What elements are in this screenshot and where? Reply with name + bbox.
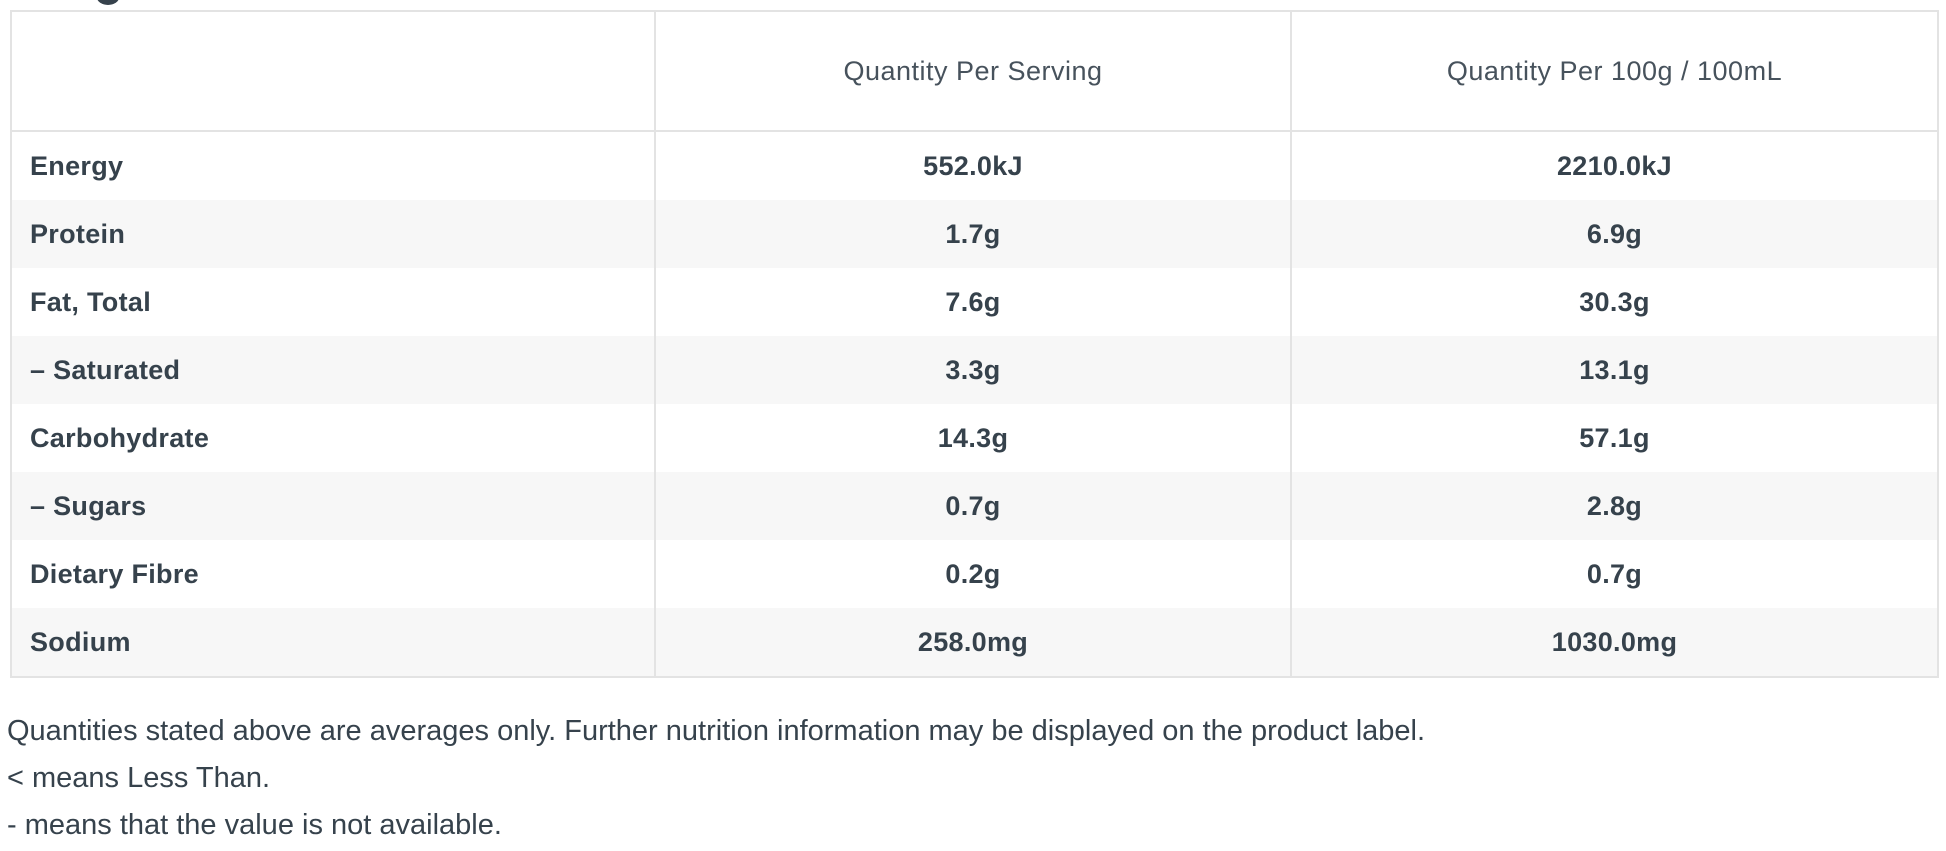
nutrient-label: – Saturated (30, 354, 181, 385)
per-100g-value: 30.3g (1290, 268, 1938, 336)
per-100g-value: 13.1g (1290, 336, 1938, 404)
per-100g-value: 2.8g (1290, 472, 1938, 540)
footnote-less-than: < means Less Than. (7, 762, 271, 794)
nutrient-label: Energy (30, 150, 124, 181)
table-row-carbohydrate: Carbohydrate 14.3g 57.1g (11, 404, 1938, 472)
nutrient-label: Dietary Fibre (30, 558, 199, 589)
header-per-100g: Quantity Per 100g / 100mL (1290, 11, 1938, 132)
per-100g-value: 2210.0kJ (1290, 131, 1938, 200)
nutrition-table-header: Quantity Per Serving Quantity Per 100g /… (11, 11, 1938, 132)
nutrient-label: Sodium (30, 626, 131, 657)
header-per-serving: Quantity Per Serving (654, 11, 1291, 132)
table-row-dietary-fibre: Dietary Fibre 0.2g 0.7g (11, 540, 1938, 608)
per-serving-value: 552.0kJ (654, 131, 1291, 200)
header-blank-cell (11, 11, 655, 132)
per-serving-value: 0.2g (654, 540, 1291, 608)
per-serving-value: 7.6g (654, 268, 1291, 336)
table-row-energy: Energy 552.0kJ 2210.0kJ (11, 131, 1938, 200)
footnotes: Quantities stated above are averages onl… (7, 708, 1425, 849)
nutrient-label: Fat, Total (30, 286, 151, 317)
nutrition-table-body: Energy 552.0kJ 2210.0kJ Protein 1.7g 6.9… (11, 131, 1938, 677)
per-100g-value: 0.7g (1290, 540, 1938, 608)
table-row-fat-total: Fat, Total 7.6g 30.3g (11, 268, 1938, 336)
header-row: Quantity Per Serving Quantity Per 100g /… (11, 11, 1938, 132)
cropped-text-fragment (97, 0, 119, 5)
nutrient-label: – Sugars (30, 490, 147, 521)
per-100g-value: 57.1g (1290, 404, 1938, 472)
footnote-averages: Quantities stated above are averages onl… (7, 715, 1426, 747)
table-row-sodium: Sodium 258.0mg 1030.0mg (11, 608, 1938, 677)
nutrition-table: Quantity Per Serving Quantity Per 100g /… (10, 10, 1939, 678)
per-100g-value: 6.9g (1290, 200, 1938, 268)
nutrition-panel: Quantity Per Serving Quantity Per 100g /… (10, 10, 1939, 678)
table-row-sugars: – Sugars 0.7g 2.8g (11, 472, 1938, 540)
nutrient-label: Protein (30, 218, 126, 249)
per-serving-value: 0.7g (654, 472, 1291, 540)
nutrient-label: Carbohydrate (30, 422, 210, 453)
table-row-protein: Protein 1.7g 6.9g (11, 200, 1938, 268)
per-serving-value: 14.3g (654, 404, 1291, 472)
per-serving-value: 3.3g (654, 336, 1291, 404)
footnote-not-available: - means that the value is not available. (7, 809, 502, 841)
table-row-saturated: – Saturated 3.3g 13.1g (11, 336, 1938, 404)
per-serving-value: 1.7g (654, 200, 1291, 268)
per-100g-value: 1030.0mg (1290, 608, 1938, 677)
per-serving-value: 258.0mg (654, 608, 1291, 677)
